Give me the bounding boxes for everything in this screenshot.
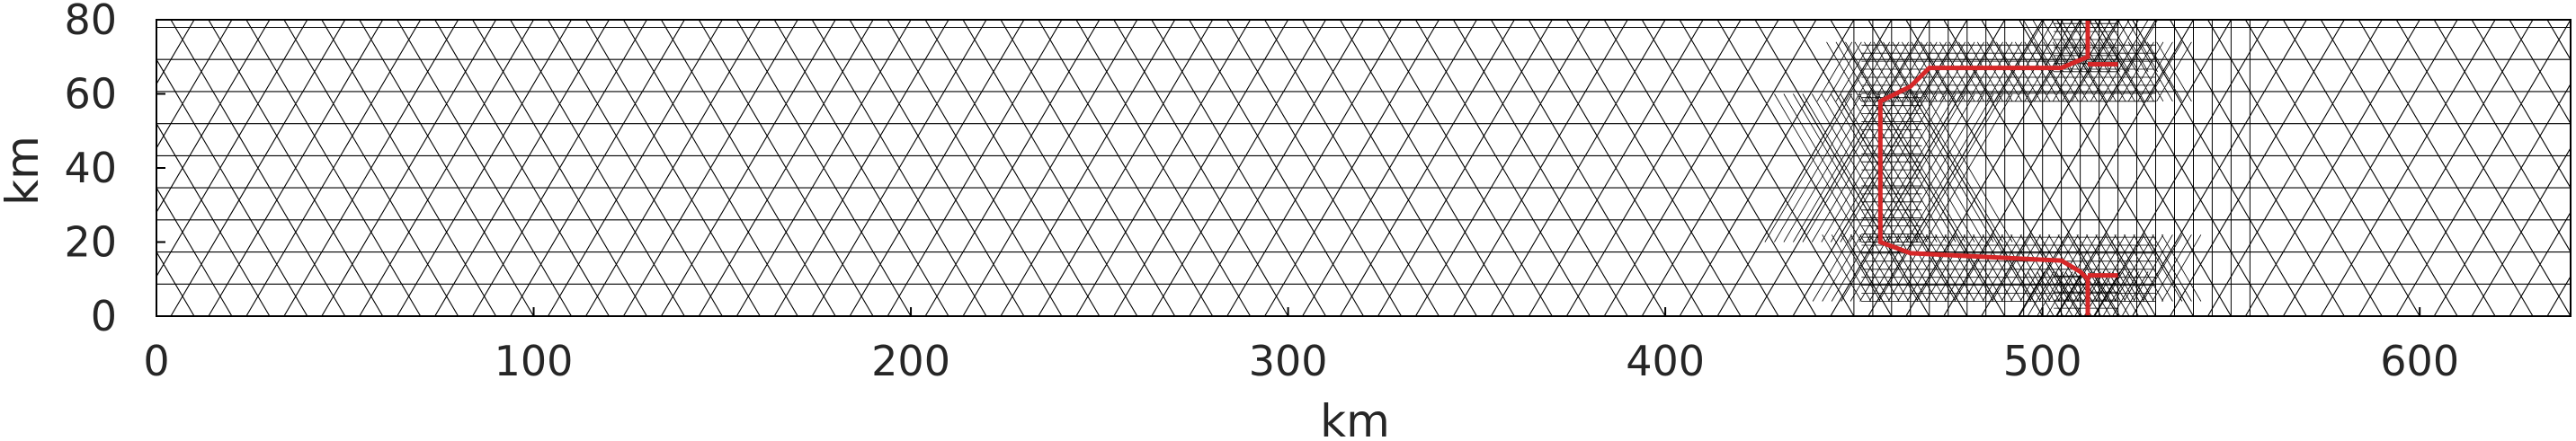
y-axis-label: km [0, 136, 49, 206]
y-tick-label: 0 [91, 292, 117, 340]
y-tick-label: 20 [64, 218, 117, 267]
x-tick-label: 0 [143, 337, 169, 385]
x-tick-label: 600 [2380, 337, 2459, 385]
fault-trace [1877, 20, 2090, 316]
x-axis-ticks: 0 100 200 300 400 500 600 [143, 307, 2459, 385]
refined-mesh-lines [1853, 20, 2251, 316]
mesh-grid [156, 20, 2571, 316]
fault-trace-layer [1877, 20, 2118, 316]
y-axis-ticks: 0 20 40 60 80 [64, 0, 165, 340]
y-tick-label: 80 [64, 0, 117, 44]
mesh-triangles [156, 20, 2571, 316]
x-tick-label: 200 [871, 337, 950, 385]
x-tick-label: 400 [1626, 337, 1705, 385]
fine-mesh-patch [1812, 234, 2202, 302]
x-tick-label: 300 [1249, 337, 1328, 385]
plot-frame [156, 19, 2572, 317]
y-tick-label: 40 [64, 144, 117, 192]
y-tick-label: 60 [64, 70, 117, 119]
x-tick-label: 500 [2003, 337, 2082, 385]
x-axis-label: km [1320, 395, 1390, 441]
x-tick-label: 100 [495, 337, 574, 385]
